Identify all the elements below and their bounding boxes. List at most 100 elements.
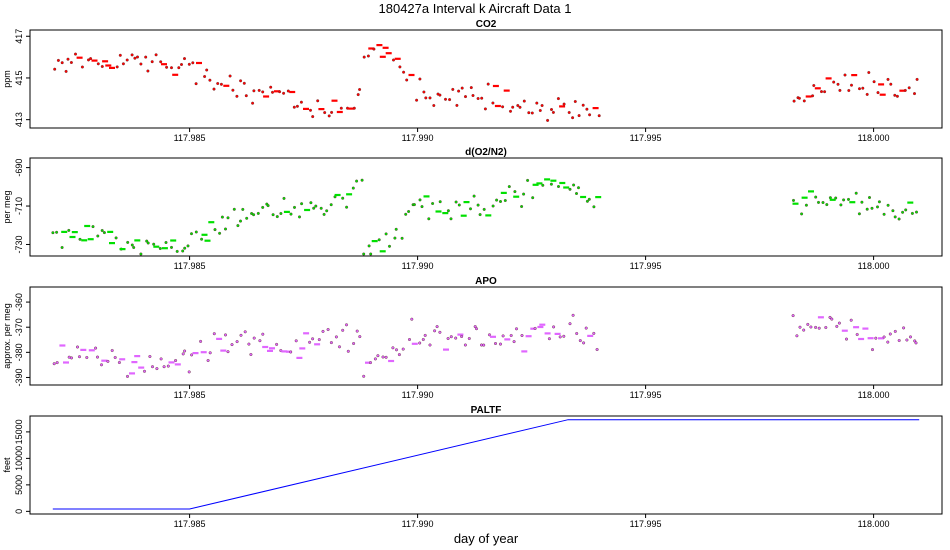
data-point (865, 92, 869, 96)
data-point (165, 65, 169, 69)
data-point (578, 339, 582, 343)
data-point (239, 333, 243, 337)
y-tick-label: 415 (14, 70, 24, 85)
data-point (53, 67, 57, 71)
data-point (562, 102, 566, 106)
data-point (571, 116, 575, 120)
data-point (289, 212, 293, 216)
data-point (494, 342, 498, 346)
data-point (244, 94, 248, 98)
y-tick-label: -710 (14, 197, 24, 215)
data-point (278, 90, 282, 94)
data-point (203, 74, 207, 78)
axis-ticks: 117.985 117.990 117.995 118.000 413 415 417 (14, 29, 890, 143)
data-point (182, 57, 186, 61)
data-point (857, 212, 861, 216)
data-point (464, 95, 468, 99)
data-point (311, 115, 315, 119)
data-point (269, 85, 273, 89)
data-point (294, 339, 298, 343)
data-point (393, 236, 397, 240)
data-point (400, 236, 404, 240)
data-point (585, 107, 589, 111)
data-point (169, 66, 173, 70)
data-point (915, 210, 919, 214)
data-point (897, 217, 901, 221)
data-point (96, 62, 100, 66)
data-point (235, 94, 239, 98)
data-point (499, 199, 503, 203)
data-point (394, 227, 398, 231)
data-point (174, 359, 178, 363)
data-point (245, 216, 249, 220)
data-point (814, 325, 818, 329)
paltf-line (52, 419, 920, 510)
data-point (572, 183, 576, 187)
data-point (418, 198, 422, 202)
data-point (125, 374, 129, 378)
data-point (449, 335, 453, 339)
data-point (476, 96, 480, 100)
data-point (507, 185, 511, 189)
data-point (547, 337, 551, 341)
data-point (592, 205, 596, 209)
data-point (907, 86, 911, 90)
data-point (148, 355, 152, 359)
x-tick-label: 118.000 (858, 261, 890, 271)
data-point (236, 224, 240, 228)
plot-frame (29, 415, 943, 515)
data-point (876, 91, 880, 95)
data-point (571, 313, 575, 317)
data-point (319, 206, 323, 210)
data-point (132, 245, 136, 249)
data-point (421, 338, 425, 342)
data-point (814, 195, 818, 199)
data-point (482, 343, 486, 347)
data-point (480, 96, 484, 100)
data-point (355, 329, 359, 333)
data-point (432, 103, 436, 107)
data-point (867, 70, 871, 74)
data-point (402, 70, 406, 74)
data-point (791, 314, 795, 318)
plot-frame (29, 29, 943, 129)
data-point (422, 90, 426, 94)
data-point (384, 232, 388, 236)
data-point (401, 347, 405, 351)
data-point (556, 97, 560, 101)
data-point (423, 333, 427, 337)
data-point (298, 215, 302, 219)
data-point (473, 325, 477, 329)
data-point (208, 78, 212, 82)
y-axis-label: feet (2, 457, 12, 473)
data-point (373, 357, 377, 361)
data-point (187, 370, 191, 374)
data-point (516, 103, 520, 107)
data-point (261, 332, 265, 336)
data-point (522, 99, 526, 103)
data-point (181, 352, 185, 356)
data-point (842, 198, 846, 202)
data-point (802, 99, 806, 103)
data-point (51, 231, 55, 235)
data-point (533, 326, 537, 330)
data-point (67, 228, 71, 232)
data-point (581, 103, 585, 107)
data-point (323, 111, 327, 115)
data-point (512, 340, 516, 344)
data-point (360, 178, 364, 182)
data-point (893, 215, 897, 219)
data-point (369, 252, 373, 256)
data-point (886, 77, 890, 81)
data-point (275, 215, 279, 219)
data-point (194, 230, 198, 234)
data-point (358, 87, 362, 91)
data-point (226, 216, 230, 220)
data-point (398, 65, 402, 69)
data-point (568, 187, 572, 191)
data-point (811, 94, 815, 98)
data-point (145, 239, 149, 243)
data-point (199, 339, 203, 343)
panel-title: d(O2/N2) (465, 147, 507, 158)
